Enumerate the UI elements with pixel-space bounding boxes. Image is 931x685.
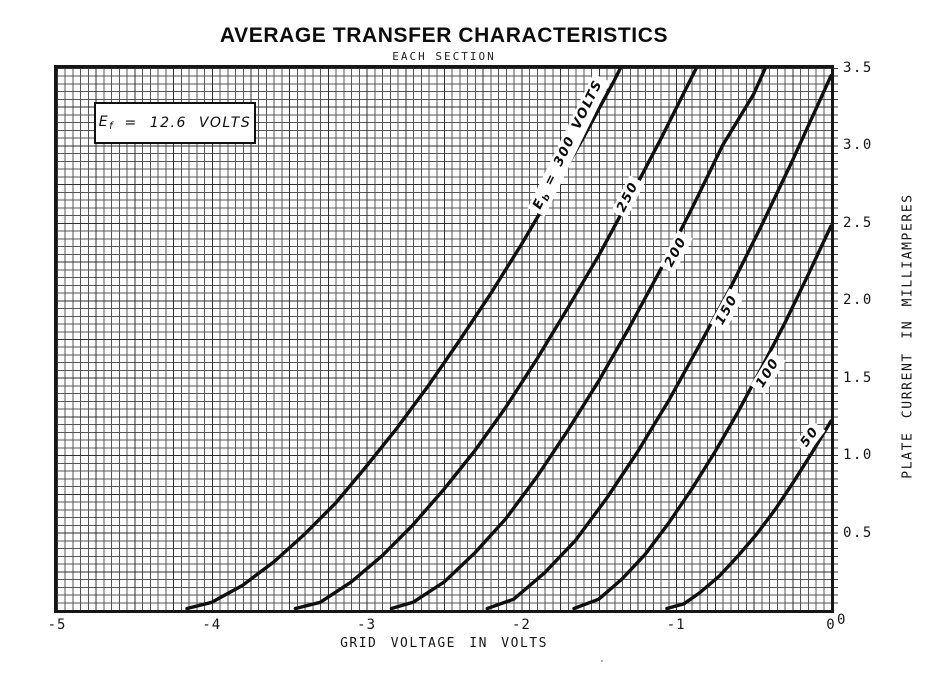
y-axis-tick-marks [834,68,838,610]
curve-eb-150 [485,73,831,610]
condition-text: = 12.6 VOLTS [124,115,252,131]
x-tick-label: -1 [666,617,686,633]
curve-eb-50 [665,419,831,610]
condition-symbol: Ef [98,114,113,132]
y-tick-label: 1.5 [843,369,873,386]
x-tick-label: -4 [202,617,222,633]
plot-area [54,65,834,613]
y-tick-label: 2.5 [843,214,873,231]
y-tick-label: 2.0 [843,292,873,309]
chart-subtitle: EACH SECTION [392,50,496,63]
chart-title: AVERAGE TRANSFER CHARACTERISTICS [219,24,669,47]
condition-box: Ef = 12.6 VOLTS [94,102,256,144]
y-tick-label: 3.0 [843,137,873,154]
x-tick-label: -2 [511,617,531,633]
y-axis-title: PLATE CURRENT IN MILLIAMPERES [900,193,916,479]
y-tick-label: 0 [837,612,847,628]
y-tick-label: 1.0 [843,447,873,464]
curve-eb-100 [572,224,831,610]
x-axis-title: GRID VOLTAGE IN VOLTS [340,636,548,651]
y-tick-label: 3.5 [843,60,873,76]
curves-canvas [185,68,831,610]
curve-eb-200 [389,68,768,610]
curve-eb-250 [293,68,699,610]
y-tick-label: 0.5 [843,524,873,541]
scan-speck [601,660,603,662]
x-tick-label: 0 [826,617,836,633]
x-tick-label: -3 [357,617,377,633]
x-tick-label: -5 [47,617,67,633]
